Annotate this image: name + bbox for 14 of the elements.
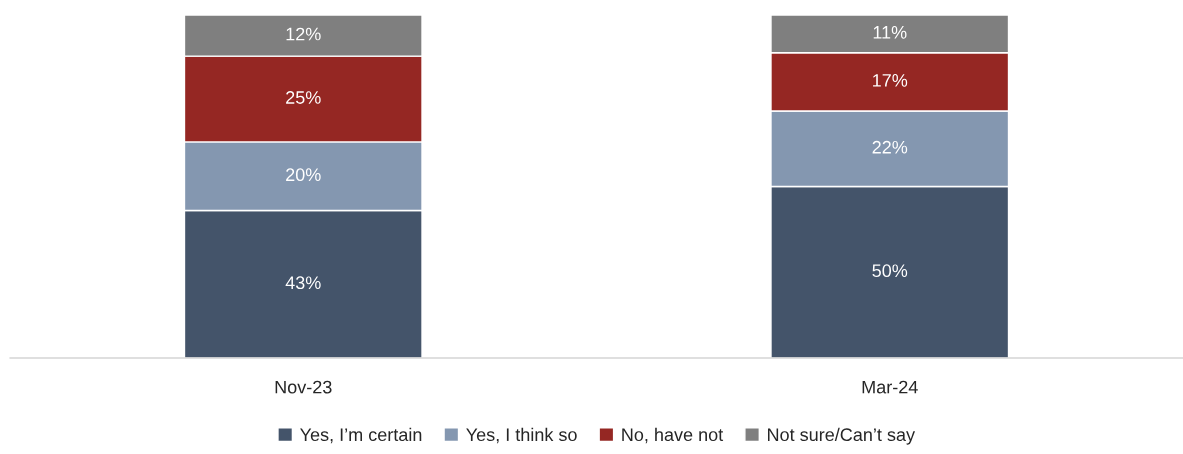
legend-label: No, have not — [622, 427, 724, 444]
legend-label: Yes, I think so — [466, 427, 577, 444]
data-label: 11% — [873, 26, 907, 39]
data-label: 22% — [872, 140, 908, 154]
data-label: 50% — [872, 264, 908, 278]
data-label: 25% — [286, 91, 321, 104]
data-label: 20% — [286, 168, 321, 182]
data-label: 43% — [285, 276, 321, 290]
x-tick-label: Nov-23 — [275, 380, 332, 394]
legend-label: Yes, I’m certain — [300, 427, 422, 444]
x-tick-label: Mar-24 — [862, 380, 918, 394]
data-label: 17% — [873, 74, 908, 87]
data-label: 12% — [286, 27, 321, 41]
legend-label: Not sure/Can’t say — [768, 427, 916, 445]
